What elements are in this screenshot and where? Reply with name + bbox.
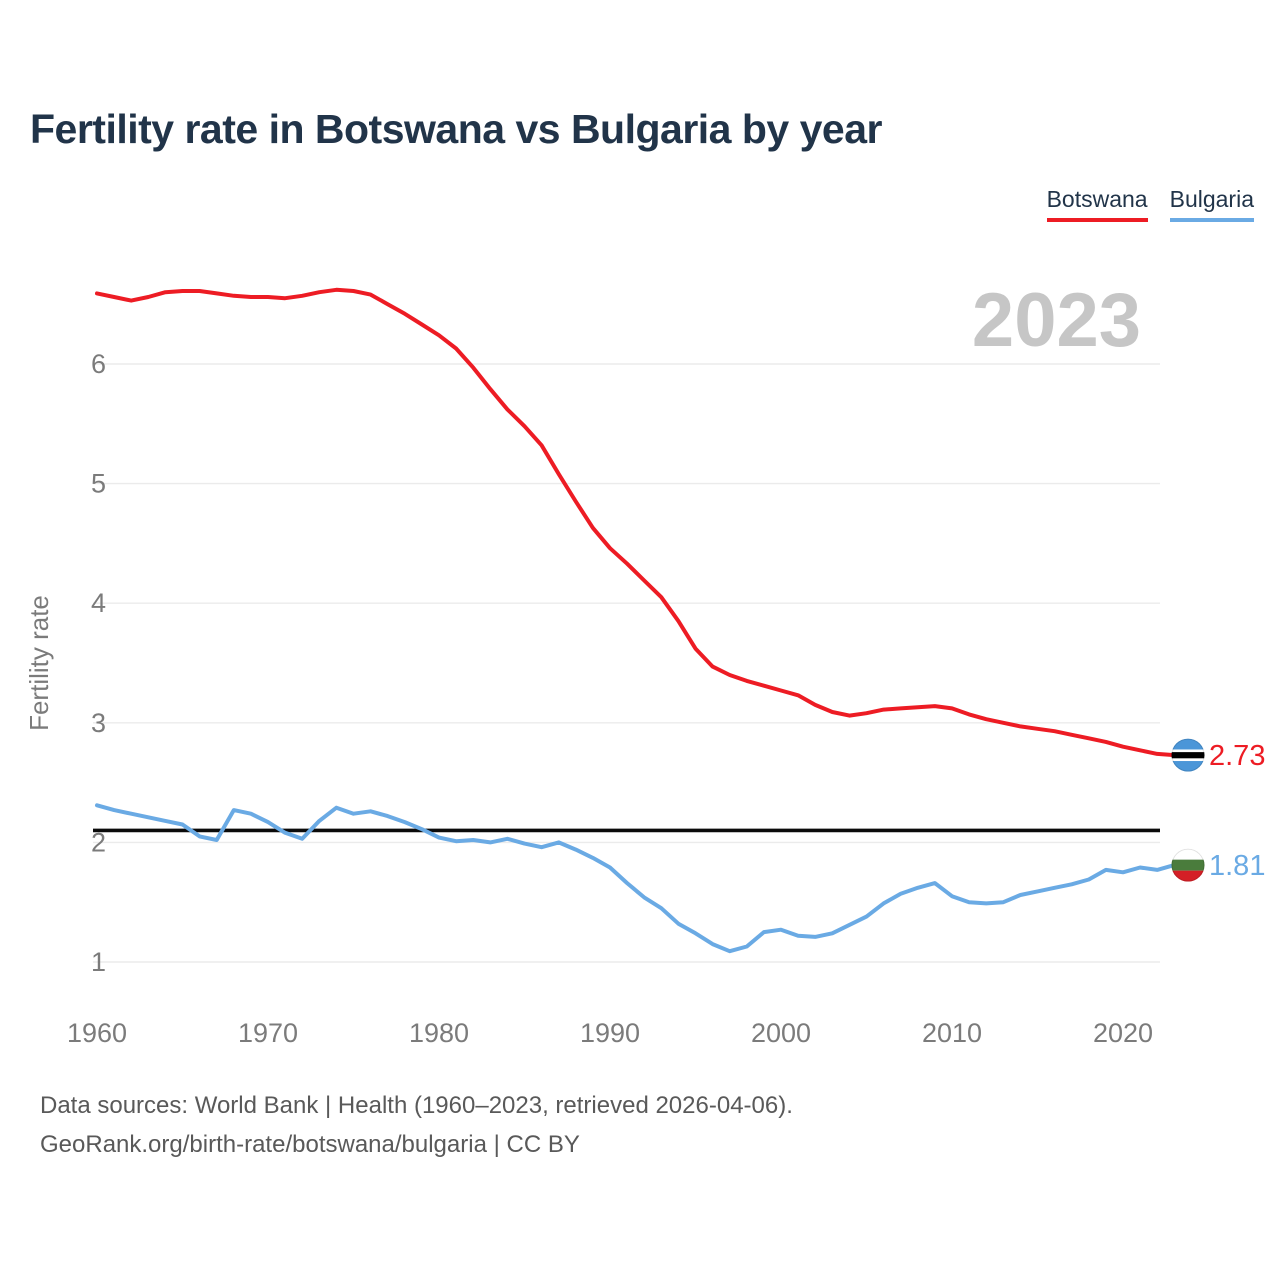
x-tick-label-1960: 1960: [67, 1018, 127, 1048]
x-tick-label-2010: 2010: [922, 1018, 982, 1048]
botswana-flag-icon: [1171, 738, 1205, 772]
x-tick-label-1980: 1980: [409, 1018, 469, 1048]
data-source-footer: Data sources: World Bank | Health (1960–…: [40, 1086, 793, 1164]
y-tick-label-1: 1: [91, 947, 106, 977]
y-tick-label-5: 5: [91, 469, 106, 499]
legend: Botswana Bulgaria: [1046, 186, 1254, 222]
x-tick-label-2020: 2020: [1093, 1018, 1153, 1048]
botswana-end-value: 2.73: [1209, 740, 1265, 772]
x-tick-label-2000: 2000: [751, 1018, 811, 1048]
year-watermark: 2023: [972, 278, 1141, 363]
botswana-line: [95, 287, 1177, 758]
bulgaria-flag-icon: [1171, 848, 1205, 882]
y-tick-label-6: 6: [91, 349, 106, 379]
x-tick-label-1990: 1990: [580, 1018, 640, 1048]
footer-sources-line: Data sources: World Bank | Health (1960–…: [40, 1092, 793, 1119]
y-axis-title: Fertility rate: [24, 595, 54, 731]
bulgaria-line: [95, 803, 1177, 954]
y-tick-label-3: 3: [91, 708, 106, 738]
y-tick-label-4: 4: [91, 588, 106, 618]
legend-item-botswana[interactable]: Botswana: [1046, 186, 1148, 222]
footer-attribution-line: GeoRank.org/birth-rate/botswana/bulgaria…: [40, 1131, 580, 1158]
page-title: Fertility rate in Botswana vs Bulgaria b…: [30, 106, 882, 152]
x-tick-label-1970: 1970: [238, 1018, 298, 1048]
legend-item-bulgaria[interactable]: Bulgaria: [1169, 186, 1254, 222]
y-tick-label-2: 2: [91, 827, 106, 857]
bulgaria-end-value: 1.81: [1209, 850, 1265, 882]
